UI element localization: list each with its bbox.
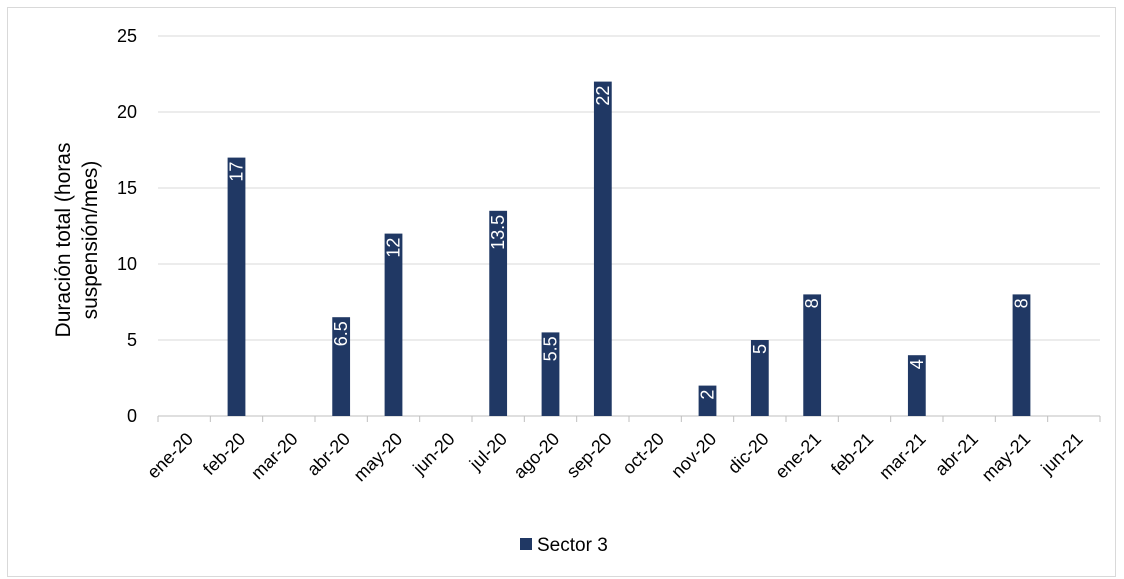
data-label: 12 bbox=[384, 238, 404, 258]
y-tick-label: 25 bbox=[117, 26, 137, 46]
y-axis-title-line2: suspensión/mes) bbox=[79, 161, 102, 320]
x-tick-label: nov-20 bbox=[667, 429, 720, 482]
bar bbox=[803, 294, 822, 416]
y-axis-title: Duración total (horas suspensión/mes) bbox=[52, 143, 102, 338]
x-tick-label: oct-20 bbox=[618, 429, 668, 479]
legend-label: Sector 3 bbox=[537, 535, 608, 556]
x-tick-label: abr-20 bbox=[303, 429, 354, 480]
x-tick-label: jul-20 bbox=[465, 429, 511, 475]
x-tick-label: dic-20 bbox=[724, 429, 773, 478]
legend-swatch bbox=[520, 538, 532, 550]
x-tick-label: jun-21 bbox=[1036, 429, 1086, 479]
gridlines bbox=[157, 35, 1101, 422]
y-tick-label: 0 bbox=[127, 406, 137, 426]
bar bbox=[489, 210, 508, 416]
bar bbox=[593, 81, 612, 416]
bar bbox=[384, 233, 403, 416]
bar bbox=[1012, 294, 1031, 416]
y-axis-title-line1: Duración total (horas bbox=[52, 143, 75, 338]
data-label: 22 bbox=[593, 86, 613, 106]
data-label: 6.5 bbox=[331, 321, 351, 346]
x-tick-label: feb-20 bbox=[199, 429, 249, 479]
y-tick-label: 15 bbox=[117, 178, 137, 198]
x-tick-label: mar-21 bbox=[875, 429, 929, 483]
y-tick-label: 5 bbox=[127, 330, 137, 350]
bar bbox=[332, 317, 351, 416]
chart-frame bbox=[7, 7, 1116, 577]
bar bbox=[750, 340, 769, 416]
legend: Sector 3 bbox=[520, 535, 608, 556]
x-tick-label: ago-20 bbox=[510, 429, 564, 483]
data-label: 8 bbox=[802, 298, 822, 308]
x-tick-label: ene-20 bbox=[143, 429, 197, 483]
bar bbox=[698, 385, 717, 416]
x-tick-label: mar-20 bbox=[247, 429, 301, 483]
bar bbox=[227, 157, 246, 416]
data-label: 8 bbox=[1012, 298, 1032, 308]
x-tick-label: may-21 bbox=[978, 429, 1035, 486]
data-label: 17 bbox=[227, 162, 247, 182]
data-label: 5 bbox=[750, 344, 770, 354]
bar bbox=[907, 355, 926, 416]
data-label: 4 bbox=[907, 359, 927, 369]
x-tick-label: sep-20 bbox=[563, 429, 616, 482]
x-tick-label: ene-21 bbox=[771, 429, 825, 483]
y-tick-label: 20 bbox=[117, 102, 137, 122]
data-label: 13.5 bbox=[488, 215, 508, 250]
x-tick-label: feb-21 bbox=[827, 429, 877, 479]
bars bbox=[227, 81, 1031, 416]
data-label: 2 bbox=[698, 390, 718, 400]
data-label: 5.5 bbox=[541, 336, 561, 361]
x-tick-label: may-20 bbox=[350, 429, 407, 486]
x-tick-label: jun-20 bbox=[408, 429, 458, 479]
y-tick-label: 10 bbox=[117, 254, 137, 274]
y-axis-ticks: 0 5 10 15 20 25 bbox=[117, 26, 137, 426]
bar bbox=[541, 332, 560, 416]
x-tick-label: abr-21 bbox=[931, 429, 982, 480]
